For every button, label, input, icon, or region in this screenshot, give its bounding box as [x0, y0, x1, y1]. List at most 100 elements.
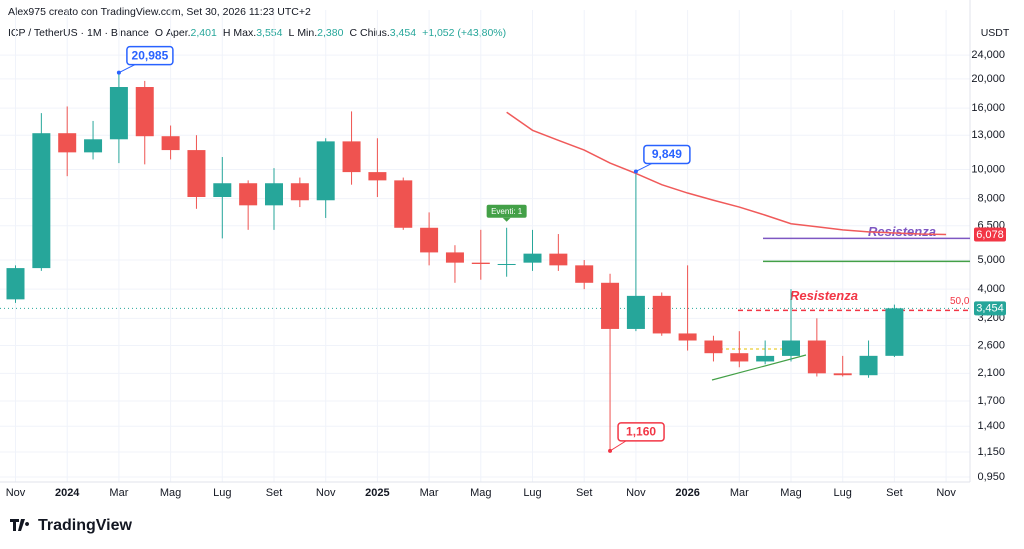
price-tag-label: 6,078 [976, 229, 1004, 241]
candle-body [187, 150, 206, 197]
x-tick-label: 2024 [55, 487, 80, 499]
y-tick-label: 5,000 [977, 254, 1005, 266]
x-tick-label: 2026 [675, 487, 699, 499]
candle-body [420, 227, 439, 253]
y-tick-label: 10,000 [971, 163, 1005, 175]
legend-value: 2,380 [317, 27, 343, 39]
callout-box [643, 144, 691, 165]
event-label: Eventi: 1 [491, 207, 523, 216]
x-tick-label: Mag [160, 487, 181, 499]
candle-body [549, 253, 568, 266]
candle-body [394, 180, 413, 228]
price-tag [974, 227, 1006, 242]
event-pointer [502, 217, 511, 222]
candle-body [471, 262, 490, 264]
x-tick-label: Nov [316, 487, 336, 499]
candle-body [756, 355, 775, 362]
x-tick-label: Set [886, 487, 903, 499]
event-box [486, 204, 527, 218]
legend-value: 3,554 [256, 27, 282, 39]
footer-logo [10, 519, 30, 531]
candle-body [497, 263, 516, 265]
y-tick-label: 1,400 [977, 420, 1005, 432]
legend-symbol: ICP / TetherUS · 1M · Binance [8, 27, 149, 39]
candle-body [859, 355, 878, 376]
legend-value: 2,401 [191, 27, 217, 39]
header: Alex975 creato con TradingView.com, Set … [8, 6, 311, 18]
candle-body [213, 183, 232, 197]
level-tag: 50,0 [950, 296, 970, 307]
x-tick-label: Mag [470, 487, 491, 499]
footer: TradingView [38, 517, 133, 534]
callout-box [617, 422, 665, 442]
candle-body [885, 308, 904, 356]
candle-body [704, 340, 723, 354]
candle-body [730, 353, 749, 362]
candle-body [290, 183, 309, 201]
x-tick-label: Mag [780, 487, 801, 499]
candle-body [161, 136, 180, 151]
candle-body [109, 87, 128, 140]
candle-body [782, 340, 800, 356]
y-tick-label: 0,950 [977, 471, 1005, 483]
candle-body [678, 333, 697, 341]
x-tick-label: Mar [730, 487, 749, 499]
candle-body [575, 265, 594, 283]
moving-average [506, 111, 947, 236]
candle-body [58, 133, 77, 153]
callout-box [126, 45, 174, 66]
callout-pointer [118, 64, 136, 74]
x-tick-label: Lug [523, 487, 541, 499]
level-label: Resistenza [868, 224, 936, 239]
candle-body [601, 282, 620, 329]
y-tick-label: 1,700 [977, 395, 1005, 407]
legend-value: 3,454 [390, 27, 416, 39]
y-tick-label: 1,150 [977, 446, 1005, 458]
legend-key: H [223, 27, 231, 39]
candle-body [445, 252, 464, 263]
x-tick-label: Lug [213, 487, 231, 499]
legend-name: Max. [233, 27, 256, 39]
candle-body [833, 373, 852, 376]
y-tick-label: 16,000 [971, 102, 1005, 114]
callout-label: 20,985 [132, 48, 169, 62]
y-tick-label: 2,600 [977, 339, 1005, 351]
level-label: Resistenza [790, 288, 858, 303]
y-tick-label: 13,000 [971, 129, 1005, 141]
legend: ICP / TetherUS · 1M · Binance O Aper.2,401… [8, 27, 506, 39]
candle-body [523, 253, 542, 263]
x-tick-label: Set [576, 487, 593, 499]
x-tick-label: Lug [834, 487, 852, 499]
legend-change: +1,052 (+43,80%) [422, 27, 506, 39]
x-tick-label: Nov [626, 487, 646, 499]
callout-pointer [635, 163, 653, 172]
candle-body [626, 295, 645, 329]
legend-key: C [349, 27, 357, 39]
candle-body [32, 133, 51, 269]
callout-label: 1,160 [626, 425, 656, 439]
y-tick-label: 4,000 [977, 283, 1005, 295]
candle-body [368, 172, 387, 181]
y-tick-label: 8,000 [977, 193, 1005, 205]
legend-name: Aper. [166, 27, 191, 39]
price-tag [974, 301, 1006, 316]
callout-pointer [609, 440, 627, 452]
candle-body [6, 268, 25, 300]
x-tick-label: Mar [109, 487, 128, 499]
candle-body [84, 139, 103, 153]
y-tick-label: 2,100 [977, 367, 1005, 379]
candle-body [135, 87, 154, 137]
legend-name: Min. [297, 27, 317, 39]
candle-body [265, 183, 283, 206]
trend-line [711, 354, 807, 381]
callout-label: 9,849 [652, 147, 682, 161]
y-tick-label: 20,000 [971, 73, 1005, 85]
candle-body [652, 295, 671, 334]
candle-body [316, 141, 335, 201]
currency: USDT [981, 27, 1010, 39]
legend-key: L [288, 27, 294, 39]
x-tick-label: Mar [420, 487, 439, 499]
x-tick-label: Nov [6, 487, 26, 499]
legend-name: Chius. [360, 27, 390, 39]
